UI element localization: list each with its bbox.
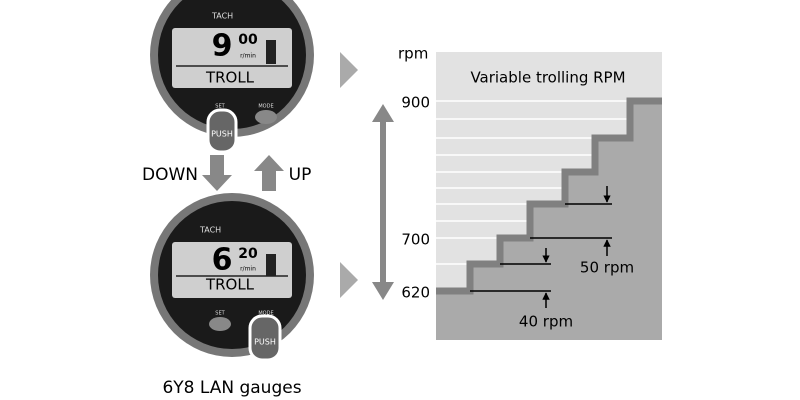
lcd-small: 20 xyxy=(238,246,258,262)
down-arrow xyxy=(202,155,232,191)
up-label: UP xyxy=(289,165,312,185)
set-button[interactable] xyxy=(209,317,231,331)
gauge-label: TACH xyxy=(211,12,233,21)
lcd-unit: r/min xyxy=(240,53,256,60)
tick-label: 620 xyxy=(401,284,430,302)
pointer xyxy=(340,52,358,88)
lcd-big: 9 xyxy=(212,29,233,64)
lcd xyxy=(172,242,292,298)
bar-meter xyxy=(266,254,276,276)
bar-meter xyxy=(266,40,276,64)
tick-label: 700 xyxy=(401,231,430,249)
dimension xyxy=(470,186,612,308)
lcd-unit: r/min xyxy=(240,266,256,273)
gauge: TACH 6 20 r/min TROLL SET MODE PUSH xyxy=(150,193,314,362)
mode-label: MODE xyxy=(258,104,273,110)
mode-button[interactable] xyxy=(255,110,277,124)
lcd-mode: TROLL xyxy=(205,69,255,87)
tick-label: 900 xyxy=(401,94,430,112)
set-label: SET xyxy=(215,104,225,110)
up-arrow xyxy=(254,155,284,191)
chart-title: Variable trolling RPM xyxy=(470,69,625,87)
set-label: SET xyxy=(215,311,225,317)
push-label: PUSH xyxy=(211,130,233,139)
down-label: DOWN xyxy=(142,165,198,185)
push-finger xyxy=(248,314,282,362)
axis-unit: rpm xyxy=(398,45,428,63)
mode-label: MODE xyxy=(258,311,273,317)
below-stair xyxy=(436,101,662,340)
annotation: 50 rpm xyxy=(580,259,634,277)
stair-line xyxy=(436,97,662,295)
lcd-mode: TROLL xyxy=(205,276,255,294)
push-label: PUSH xyxy=(254,338,276,347)
push-finger xyxy=(206,108,238,154)
lcd xyxy=(172,28,292,88)
gauge: TACH 9 00 r/min TROLL SET MODE PUSH xyxy=(150,0,314,154)
pointer xyxy=(340,262,358,298)
lcd-small: 00 xyxy=(238,32,258,48)
gauge-label: TACH xyxy=(199,226,221,235)
caption: 6Y8 LAN gauges xyxy=(162,378,301,398)
lcd-big: 6 xyxy=(212,243,233,278)
annotation: 40 rpm xyxy=(519,313,573,331)
